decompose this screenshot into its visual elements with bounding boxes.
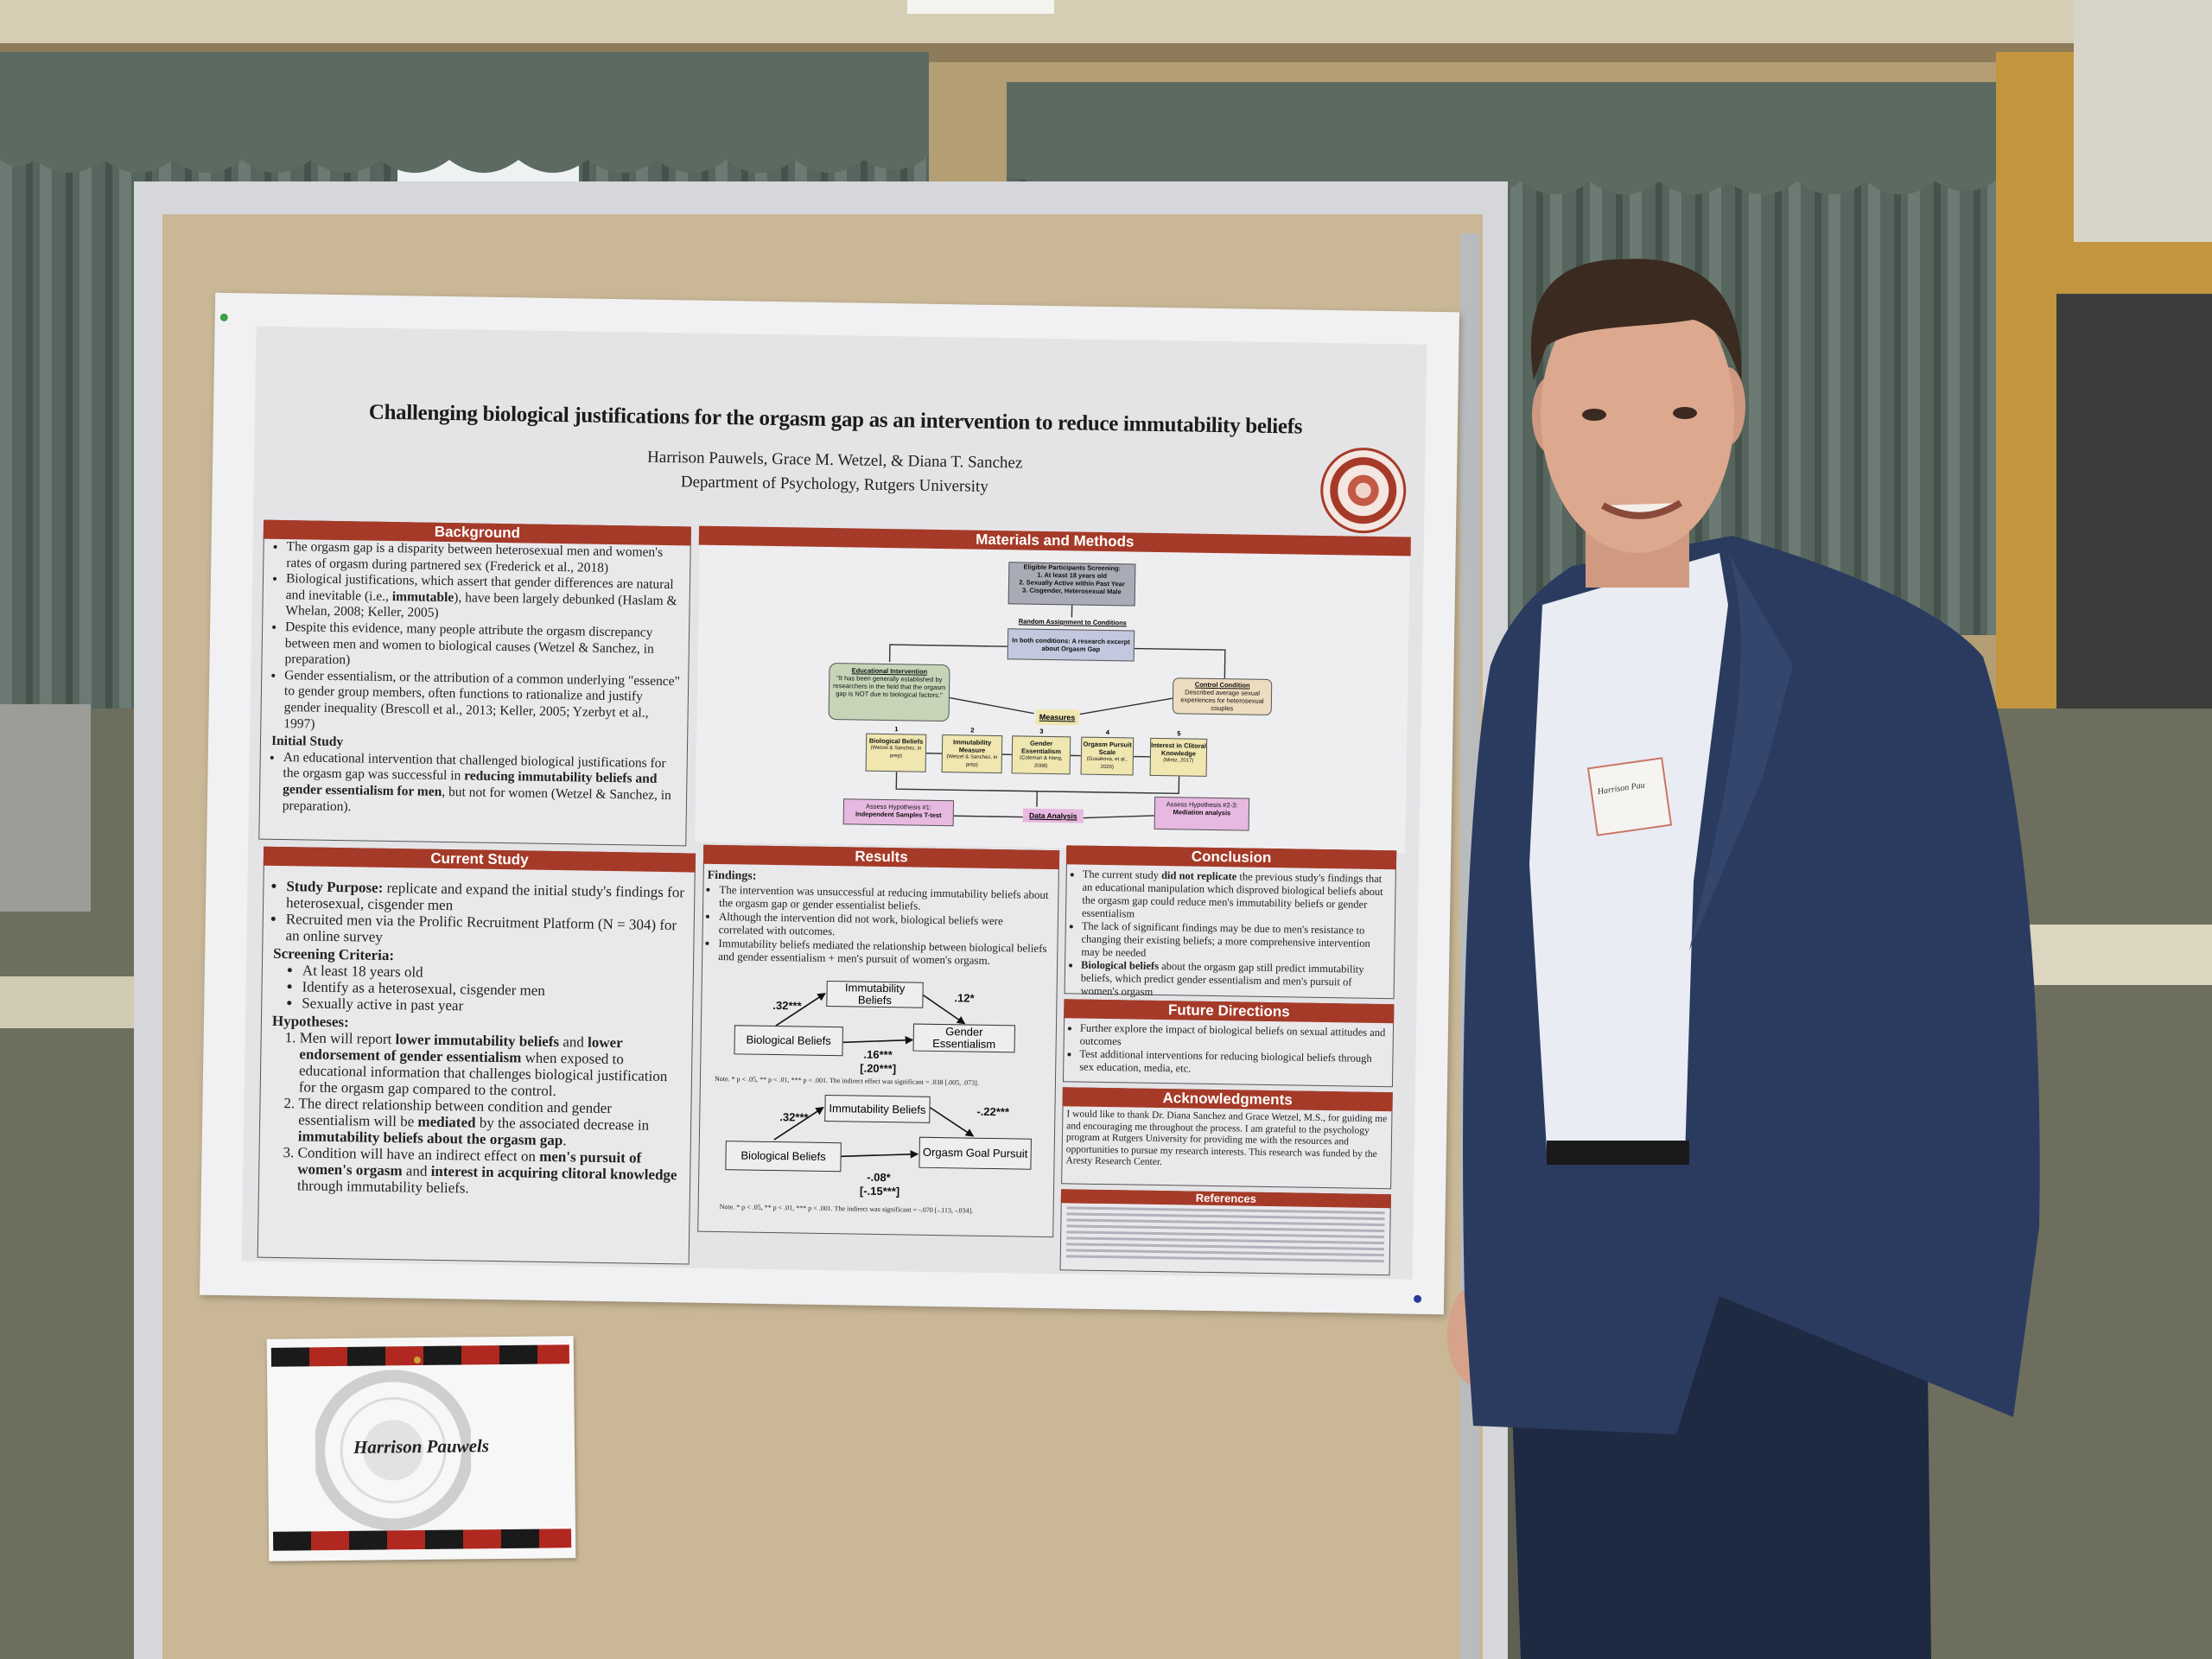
ceiling xyxy=(0,0,2212,50)
wall-board xyxy=(2056,294,2212,778)
research-poster: Challenging biological justifications fo… xyxy=(199,292,1460,1315)
belt xyxy=(1547,1141,1689,1165)
jacket-lapel xyxy=(1689,553,1793,950)
face xyxy=(1541,276,1734,553)
smile xyxy=(1601,499,1683,519)
wall xyxy=(2074,0,2212,242)
rutgers-seal-logo xyxy=(1320,448,1407,534)
curtain-valance xyxy=(0,52,929,173)
trash-bin xyxy=(0,704,91,912)
table xyxy=(2013,925,2212,985)
shirt xyxy=(1529,553,1728,1158)
name-card: Harrison Pauwels xyxy=(266,1336,576,1561)
name-tag: Harrison Pau xyxy=(1586,757,1673,836)
curtain-valance xyxy=(1007,82,2000,194)
eye xyxy=(1582,409,1606,421)
rutgers-seal-watermark xyxy=(315,1370,473,1531)
eye xyxy=(1673,407,1697,419)
hair xyxy=(1530,258,1742,380)
mediation-arrows xyxy=(773,993,975,1159)
ceiling-light xyxy=(907,0,1054,14)
flowchart-connectors xyxy=(888,605,1226,819)
